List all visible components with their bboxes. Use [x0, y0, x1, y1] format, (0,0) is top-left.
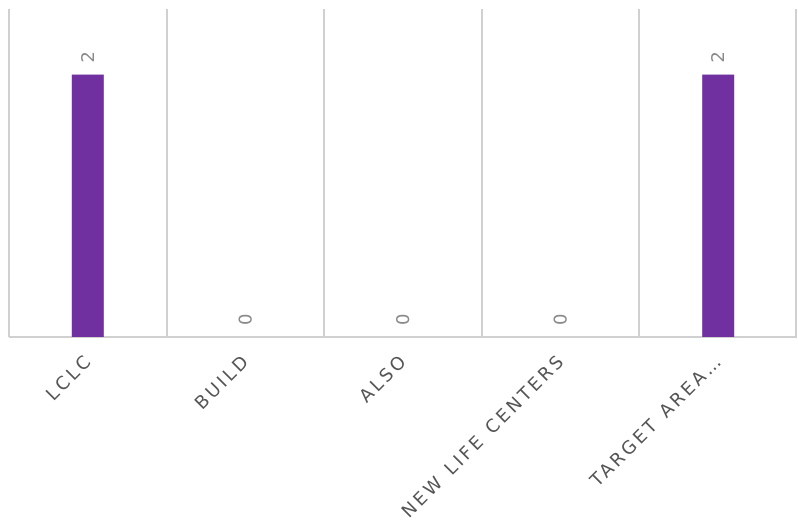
data-label: 2	[708, 51, 729, 62]
bar-lclc	[71, 74, 104, 337]
bar-target-area	[702, 74, 735, 337]
data-label: 2	[78, 51, 99, 62]
data-label: 0	[393, 314, 414, 325]
category-label: BUILD	[191, 350, 255, 414]
category-label: NEW LIFE CENTERS	[398, 350, 570, 522]
category-label: LCLC	[42, 350, 97, 405]
data-label: 0	[235, 314, 256, 325]
category-label: ALSO	[355, 350, 412, 407]
data-label: 0	[551, 314, 572, 325]
category-label: TARGET AREA…	[586, 350, 728, 492]
